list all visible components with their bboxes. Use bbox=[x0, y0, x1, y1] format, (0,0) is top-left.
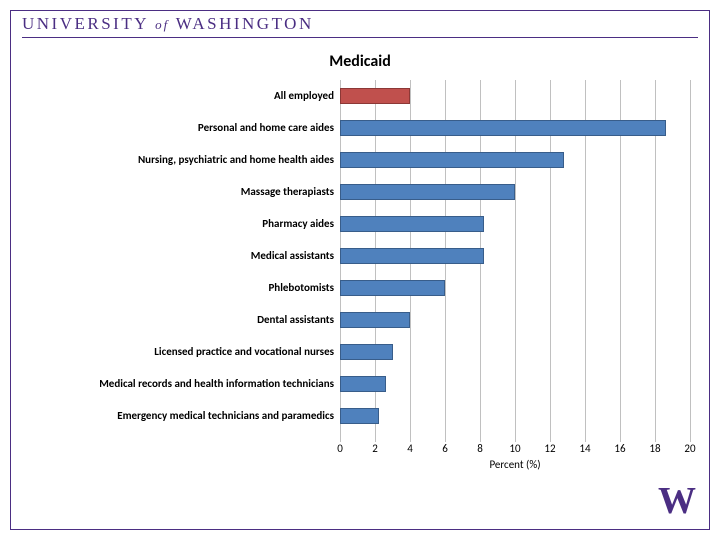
bar bbox=[340, 184, 515, 200]
bar bbox=[340, 280, 445, 296]
header-rule bbox=[22, 37, 698, 38]
uw-wordmark: UNIVERSITY of WASHINGTON bbox=[22, 14, 698, 34]
x-tick-label: 12 bbox=[544, 442, 555, 455]
bar bbox=[340, 248, 484, 264]
bar-row: Phlebotomists bbox=[340, 278, 690, 298]
bar bbox=[340, 376, 386, 392]
bar-row: Licensed practice and vocational nurses bbox=[340, 342, 690, 362]
x-tick-label: 10 bbox=[509, 442, 520, 455]
category-label: Massage therapiasts bbox=[241, 182, 340, 202]
category-label: Medical assistants bbox=[251, 246, 340, 266]
x-tick-label: 14 bbox=[579, 442, 590, 455]
category-label: All employed bbox=[274, 86, 340, 106]
bar-row: Emergency medical technicians and parame… bbox=[340, 406, 690, 426]
bar bbox=[340, 216, 484, 232]
bar bbox=[340, 152, 564, 168]
x-tick-label: 20 bbox=[684, 442, 695, 455]
wordmark-of: of bbox=[155, 17, 169, 32]
category-label: Licensed practice and vocational nurses bbox=[154, 342, 340, 362]
gridline bbox=[690, 80, 691, 442]
category-label: Nursing, psychiatric and home health aid… bbox=[138, 150, 340, 170]
category-label: Emergency medical technicians and parame… bbox=[117, 406, 340, 426]
plot-region: 02468101214161820Percent (%)All employed… bbox=[340, 80, 690, 460]
chart-title: Medicaid bbox=[0, 52, 720, 71]
bar bbox=[340, 408, 379, 424]
chart-area: 02468101214161820Percent (%)All employed… bbox=[30, 80, 690, 480]
bar bbox=[340, 344, 393, 360]
category-label: Personal and home care aides bbox=[198, 118, 340, 138]
x-tick-label: 16 bbox=[614, 442, 625, 455]
x-tick-label: 6 bbox=[442, 442, 448, 455]
wordmark-washington: WASHINGTON bbox=[176, 14, 314, 33]
x-axis-title: Percent (%) bbox=[475, 458, 555, 471]
bar-row: All employed bbox=[340, 86, 690, 106]
uw-w-icon: W bbox=[658, 482, 696, 520]
bar bbox=[340, 120, 666, 136]
x-tick-label: 0 bbox=[337, 442, 343, 455]
bar-row: Pharmacy aides bbox=[340, 214, 690, 234]
bar-row: Medical assistants bbox=[340, 246, 690, 266]
bar-row: Nursing, psychiatric and home health aid… bbox=[340, 150, 690, 170]
wordmark-university: UNIVERSITY bbox=[22, 14, 148, 33]
bar-row: Massage therapiasts bbox=[340, 182, 690, 202]
category-label: Dental assistants bbox=[257, 310, 340, 330]
x-tick-label: 18 bbox=[649, 442, 660, 455]
bar-row: Dental assistants bbox=[340, 310, 690, 330]
x-tick-label: 4 bbox=[407, 442, 413, 455]
bar-row: Medical records and health information t… bbox=[340, 374, 690, 394]
header: UNIVERSITY of WASHINGTON bbox=[22, 14, 698, 38]
bar bbox=[340, 88, 410, 104]
category-label: Pharmacy aides bbox=[262, 214, 340, 234]
category-label: Medical records and health information t… bbox=[99, 374, 340, 394]
x-tick-label: 8 bbox=[477, 442, 483, 455]
bar bbox=[340, 312, 410, 328]
category-label: Phlebotomists bbox=[268, 278, 340, 298]
bar-row: Personal and home care aides bbox=[340, 118, 690, 138]
x-tick-label: 2 bbox=[372, 442, 378, 455]
